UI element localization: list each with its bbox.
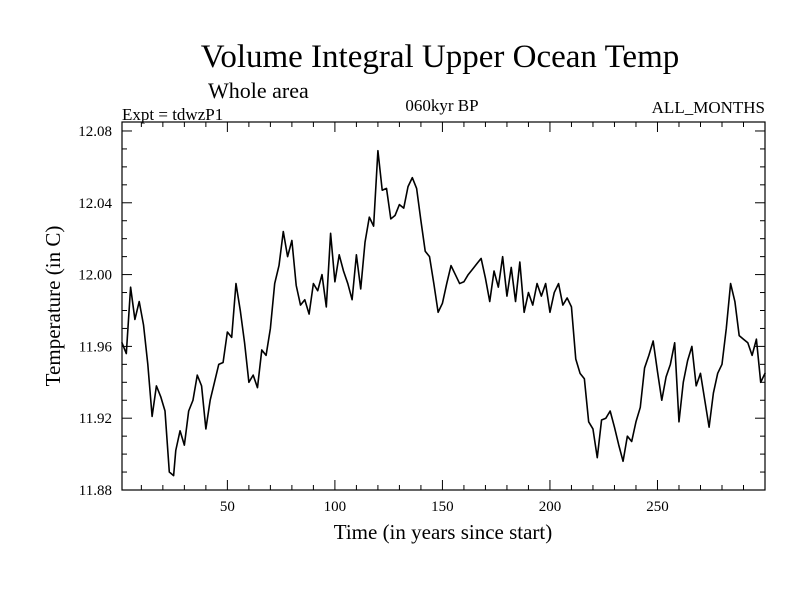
chart-subtitle: Whole area <box>208 78 309 103</box>
y-tick-label: 12.04 <box>78 196 112 212</box>
plot-frame <box>121 121 766 491</box>
y-tick-label: 11.92 <box>79 411 112 427</box>
x-tick-label: 150 <box>431 499 454 515</box>
chart-title: Volume Integral Upper Ocean Temp <box>201 39 679 75</box>
x-axis-label: Time (in years since start) <box>334 520 553 544</box>
experiment-label: Expt = tdwzP1 <box>122 105 223 124</box>
tick-labels: 50 100 150 200 250 11.88 11.92 11.96 12.00 12.04 1… <box>78 124 668 515</box>
x-tick-label: 250 <box>646 499 669 515</box>
months-label: ALL_MONTHS <box>652 98 765 117</box>
y-axis-label: Temperature (in C) <box>41 226 65 387</box>
x-tick-label: 200 <box>539 499 562 515</box>
x-tick-label: 100 <box>324 499 347 515</box>
period-label: 060kyr BP <box>405 96 478 115</box>
temperature-series-line <box>121 149 766 477</box>
y-tick-label: 11.88 <box>79 483 112 499</box>
y-tick-label: 11.96 <box>79 339 113 355</box>
y-tick-label: 12.00 <box>78 268 112 284</box>
y-tick-label: 12.08 <box>78 124 112 140</box>
x-tick-label: 50 <box>220 499 235 515</box>
